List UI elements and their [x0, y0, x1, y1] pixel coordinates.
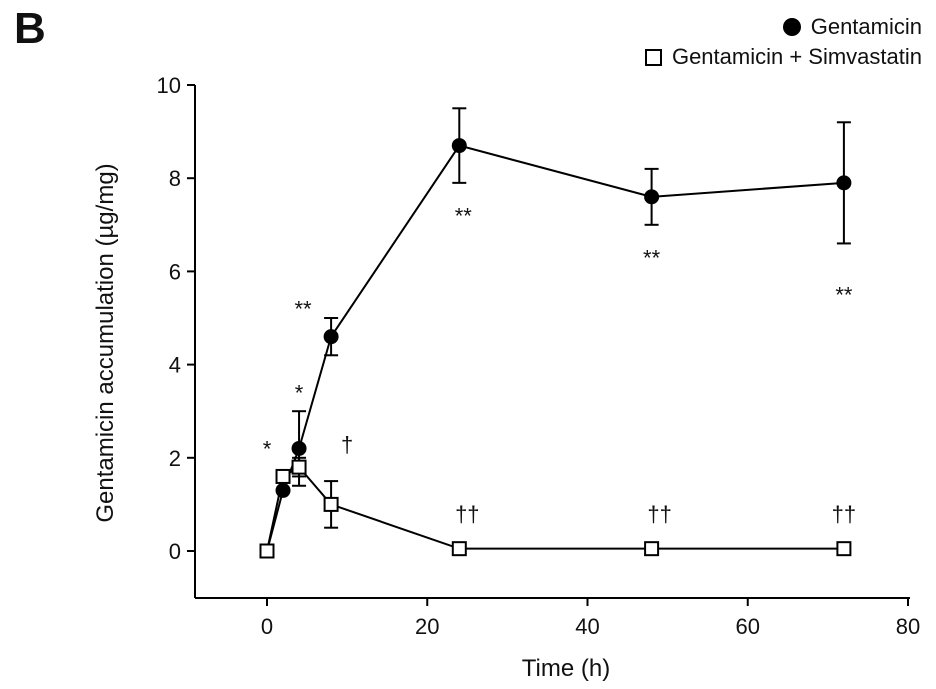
y-tick-label: 0 — [169, 539, 181, 564]
data-point-gentamicin-simvastatin — [291, 459, 307, 475]
significance-marker: * — [263, 436, 272, 461]
data-point-gentamicin-simvastatin — [451, 541, 467, 557]
data-markers — [259, 138, 852, 559]
y-tick-label: 2 — [169, 446, 181, 471]
y-tick-label: 10 — [157, 73, 181, 98]
significance-marker: ** — [294, 297, 312, 322]
data-point-gentamicin — [291, 440, 307, 456]
x-tick-label: 40 — [575, 614, 599, 639]
series-line-gentamicin — [266, 144, 844, 552]
panel-label: B — [14, 4, 46, 53]
annotations: ****†******†† †† †† — [263, 203, 856, 526]
legend-label-gentamicin: Gentamicin — [810, 14, 922, 39]
open-square-marker-icon — [644, 48, 662, 66]
axes: 0 2 4 6 8 10 0 20 40 60 80 — [157, 73, 921, 639]
data-point-gentamicin — [836, 175, 852, 191]
legend-entry-gentamicin-simvastatin: Gentamicin + Simvastatin — [644, 42, 922, 72]
significance-marker: † — [341, 432, 353, 457]
x-axis-label: Time (h) — [522, 655, 610, 682]
data-point-gentamicin — [275, 482, 291, 498]
data-point-gentamicin-simvastatin — [259, 543, 275, 559]
chart-legend: Gentamicin Gentamicin + Simvastatin — [644, 12, 922, 72]
data-point-gentamicin — [323, 329, 339, 345]
legend-entry-gentamicin: Gentamicin — [645, 12, 922, 42]
data-point-gentamicin-simvastatin — [836, 541, 852, 557]
legend-label-gentamicin-simvastatin: Gentamicin + Simvastatin — [671, 44, 922, 69]
data-point-gentamicin-simvastatin — [644, 541, 660, 557]
x-tick-label: 20 — [415, 614, 439, 639]
significance-marker: * — [295, 381, 304, 406]
y-axis-label: Gentamicin accumulation (µg/mg) — [92, 163, 119, 522]
error-bars — [292, 107, 851, 529]
significance-marker: †† — [647, 502, 671, 527]
y-tick-label: 6 — [169, 259, 181, 284]
filled-circle-marker-icon — [782, 18, 801, 36]
data-point-gentamicin — [451, 138, 467, 154]
y-tick-label: 4 — [169, 353, 181, 378]
data-point-gentamicin-simvastatin — [323, 496, 339, 512]
x-tick-label: 60 — [736, 614, 760, 639]
significance-marker: ** — [835, 283, 853, 308]
data-point-gentamicin — [644, 189, 660, 205]
significance-marker: †† — [455, 502, 479, 527]
significance-marker: ** — [643, 245, 661, 270]
data-point-gentamicin-simvastatin — [275, 468, 291, 484]
x-tick-label: 0 — [261, 614, 273, 639]
series-line-gentamicin-simvastatin — [266, 465, 844, 552]
series-lines — [266, 144, 844, 552]
x-tick-label: 80 — [896, 614, 920, 639]
significance-marker: †† — [832, 502, 856, 527]
significance-marker: ** — [455, 203, 473, 228]
y-tick-label: 8 — [169, 166, 181, 191]
